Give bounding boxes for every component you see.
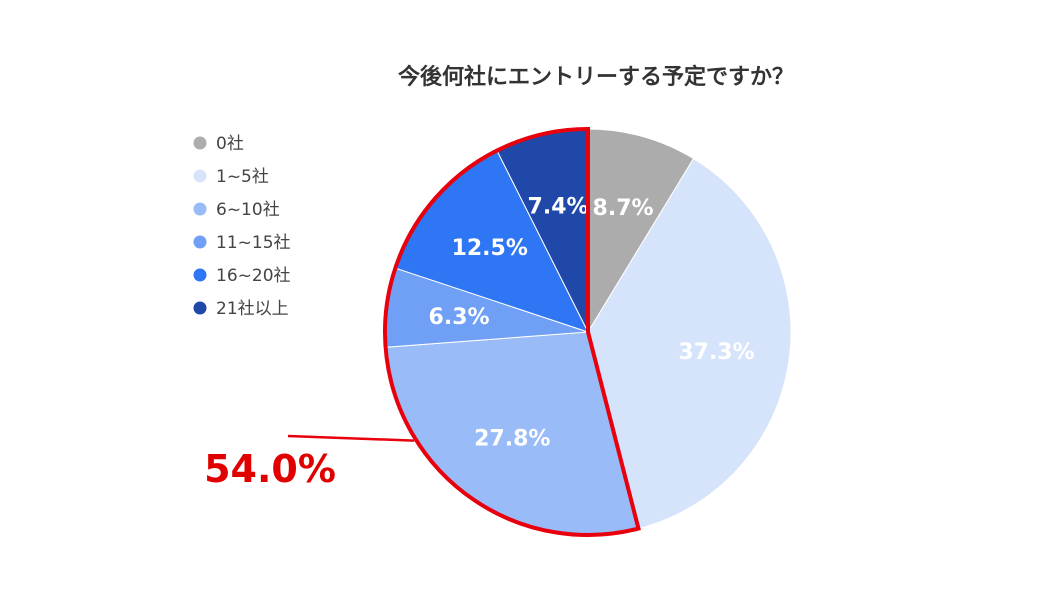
pie-slices	[384, 128, 792, 536]
legend-label-2: 1~5社	[216, 167, 269, 187]
legend-label-1: 0社	[216, 134, 244, 154]
legend-swatch-2	[193, 169, 207, 183]
slice-label-3: 27.8%	[474, 427, 550, 452]
slice-label-5: 12.5%	[452, 236, 528, 261]
highlight-callout-label: 54.0%	[204, 447, 336, 491]
legend-label-5: 16~20社	[216, 266, 291, 286]
slice-label-6: 7.4%	[528, 195, 589, 220]
legend-label-6: 21社以上	[216, 299, 289, 319]
chart-title: 今後何社にエントリーする予定ですか？	[398, 64, 794, 90]
slice-label-1: 8.7%	[593, 196, 654, 221]
pie-slice-labels: 8.7% 37.3% 27.8% 6.3% 12.5%7.4%	[429, 195, 755, 452]
highlight-group: 54.0%	[204, 126, 641, 537]
slice-label-4: 6.3%	[429, 305, 490, 330]
pie-slice-1	[587, 128, 695, 334]
pie-slice-2	[587, 157, 792, 530]
slice-label-2: 37.3%	[678, 340, 754, 365]
legend: 0社 1~5社 6~10社 11~15社 16~20社 21社以上	[193, 134, 291, 319]
legend-swatch-5	[193, 268, 207, 282]
legend-swatch-6	[193, 301, 207, 315]
legend-label-3: 6~10社	[216, 200, 280, 220]
legend-swatch-4	[193, 235, 207, 249]
legend-swatch-3	[193, 202, 207, 216]
highlight-outline	[383, 126, 641, 537]
legend-swatch-1	[193, 136, 207, 150]
callout-leader-line	[287, 434, 415, 442]
legend-label-4: 11~15社	[216, 233, 291, 253]
